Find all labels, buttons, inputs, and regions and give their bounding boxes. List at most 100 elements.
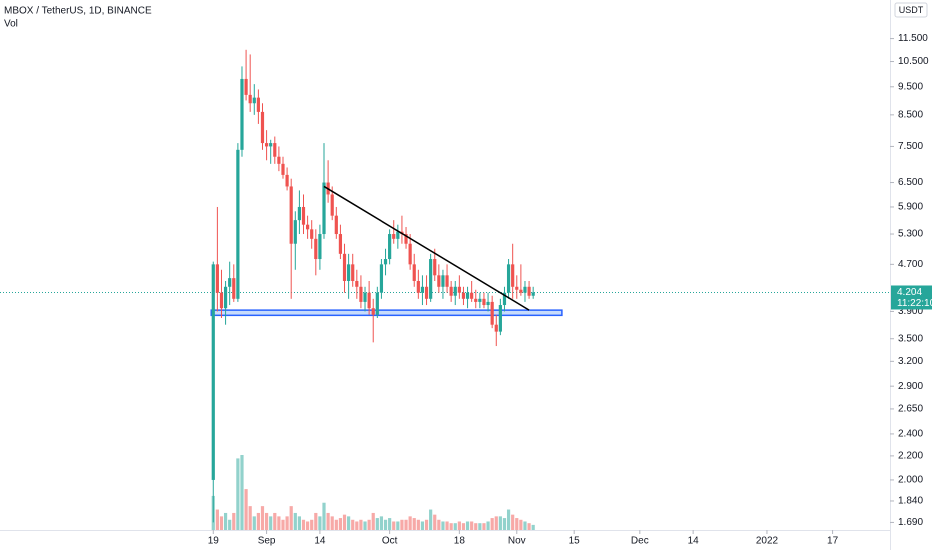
currency-button[interactable] bbox=[894, 2, 928, 18]
volume-bar bbox=[236, 458, 240, 530]
candle-body bbox=[219, 292, 224, 309]
candle-body bbox=[388, 234, 392, 260]
candle-body bbox=[310, 229, 314, 239]
candle-body bbox=[228, 278, 232, 287]
x-tick-label: 15 bbox=[569, 536, 581, 547]
last-price-label: 4.204 bbox=[897, 287, 922, 298]
candle-body bbox=[506, 264, 511, 293]
volume-bar bbox=[470, 521, 474, 530]
volume-bar bbox=[232, 512, 236, 530]
volume-bar bbox=[527, 523, 531, 530]
volume-bar bbox=[281, 519, 285, 530]
y-tick-label: 3.500 bbox=[898, 333, 923, 344]
candle-body bbox=[424, 286, 429, 299]
volume-bar bbox=[502, 518, 507, 530]
volume-bar bbox=[252, 516, 256, 530]
candle-body bbox=[429, 259, 433, 299]
volume-bar bbox=[437, 519, 441, 530]
volume-bar bbox=[240, 455, 244, 530]
candle-body bbox=[334, 215, 338, 235]
candle-body bbox=[511, 264, 515, 287]
candle-body bbox=[519, 289, 523, 293]
volume-bar bbox=[461, 523, 466, 530]
volume-bar bbox=[264, 512, 269, 530]
volume-bar bbox=[515, 518, 519, 530]
candle-body bbox=[383, 259, 388, 265]
volume-bar bbox=[367, 519, 371, 530]
volume-bar bbox=[416, 519, 420, 530]
candle-body bbox=[264, 143, 269, 147]
volume-bar bbox=[297, 516, 302, 530]
volume-bar bbox=[449, 523, 453, 530]
volume-bar bbox=[228, 519, 232, 530]
candle-body bbox=[490, 301, 494, 325]
x-tick-label: 14 bbox=[314, 536, 326, 547]
candle-body bbox=[260, 111, 265, 144]
volume-bar bbox=[490, 518, 494, 530]
y-tick-label: 5.300 bbox=[898, 229, 923, 240]
candle-body bbox=[494, 324, 498, 332]
y-tick-label: 2.650 bbox=[898, 404, 923, 415]
volume-bar bbox=[424, 519, 429, 530]
volume-bar bbox=[465, 521, 470, 530]
candle-body bbox=[232, 278, 236, 299]
candle-body bbox=[244, 78, 248, 95]
candle-body bbox=[449, 286, 453, 296]
volume-bar bbox=[326, 512, 330, 530]
volume-bar bbox=[420, 521, 425, 530]
volume-bar bbox=[277, 516, 281, 530]
candle-body bbox=[289, 186, 293, 244]
volume-bar bbox=[260, 506, 265, 530]
volume-bar bbox=[330, 516, 334, 530]
candle-body bbox=[223, 286, 228, 309]
candle-body bbox=[470, 292, 474, 299]
volume-bar bbox=[429, 509, 433, 530]
trendline bbox=[323, 185, 530, 311]
currency-label[interactable]: USDT bbox=[899, 5, 924, 15]
volume-bar bbox=[511, 514, 515, 530]
x-tick-label: Sep bbox=[258, 536, 276, 547]
volume-bar bbox=[301, 519, 306, 530]
volume-bar bbox=[453, 523, 457, 530]
y-tick-label: 1.690 bbox=[898, 517, 923, 528]
volume-bar bbox=[388, 518, 392, 530]
y-tick-label: 7.500 bbox=[898, 141, 923, 152]
candle-body bbox=[347, 264, 351, 281]
volume-bar bbox=[412, 518, 416, 530]
candle-body bbox=[453, 286, 457, 296]
y-tick-label: 4.700 bbox=[898, 259, 923, 270]
volume-bar bbox=[363, 521, 367, 530]
candle-body bbox=[396, 231, 400, 239]
y-tick-label: 2.000 bbox=[898, 475, 923, 486]
candle-body bbox=[375, 292, 379, 315]
y-tick-label: 10.500 bbox=[898, 56, 929, 67]
volume-bar bbox=[248, 506, 252, 530]
candle-body bbox=[256, 97, 260, 112]
candle-body bbox=[355, 280, 359, 287]
x-tick-label: Dec bbox=[631, 536, 649, 547]
volume-bar bbox=[523, 521, 527, 530]
volume-bar bbox=[400, 519, 404, 530]
volume-bar bbox=[482, 523, 486, 530]
candle-body bbox=[240, 78, 244, 150]
candle-body bbox=[211, 264, 215, 480]
volume-label: Vol bbox=[4, 19, 18, 30]
support-zone bbox=[210, 309, 563, 317]
candle-body bbox=[215, 264, 219, 293]
y-tick-label: 9.500 bbox=[898, 81, 923, 92]
volume-bar bbox=[359, 519, 363, 530]
candle-body bbox=[314, 238, 318, 260]
y-tick-label: 3.900 bbox=[898, 306, 923, 317]
volume-bar bbox=[396, 521, 400, 530]
x-tick-label: 19 bbox=[208, 536, 220, 547]
y-tick-label: 8.500 bbox=[898, 109, 923, 120]
candle-body bbox=[252, 97, 256, 104]
volume-bar bbox=[273, 512, 277, 530]
volume-bar bbox=[478, 523, 482, 530]
volume-bar bbox=[531, 524, 535, 530]
candle-body bbox=[433, 259, 437, 276]
volume-bar bbox=[519, 519, 523, 530]
candle-body bbox=[478, 298, 482, 302]
